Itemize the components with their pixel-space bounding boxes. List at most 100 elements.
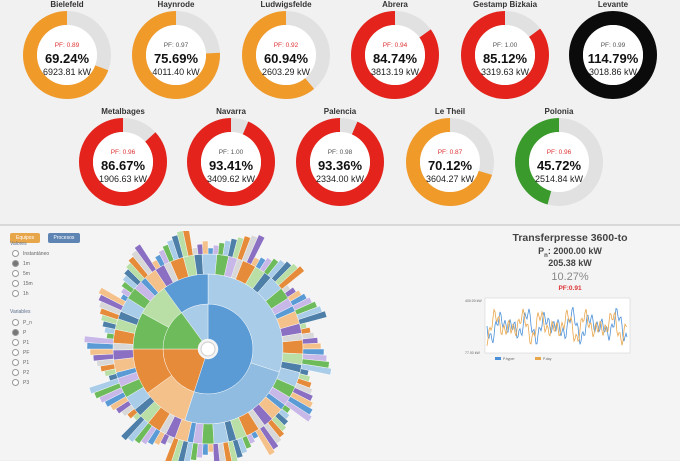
radio-option[interactable]: Instantáneo	[12, 250, 49, 257]
gauge-percent: 93.41%	[208, 158, 254, 173]
gauge-name: Gestamp Bizkaia	[472, 0, 538, 9]
gauge-percent: 114.79%	[587, 51, 639, 66]
gauge-pf: PF: 0.97	[163, 42, 189, 49]
gauge-pf: PF: 0.98	[327, 149, 353, 156]
gauge-pf: PF: 0.89	[54, 42, 80, 49]
gauge-gestamp-bizkaia[interactable]: Gestamp Bizkaia PF: 1.00 85.12% 3319.63 kW	[450, 0, 560, 108]
gauge-center	[365, 25, 425, 85]
gauge-ring	[242, 11, 330, 99]
variables-panel-title: Variables	[10, 309, 31, 315]
gauge-percent: 86.67%	[100, 158, 146, 173]
radio-icon[interactable]	[12, 369, 19, 376]
gauge-ring	[296, 118, 384, 206]
gauge-ring	[351, 11, 439, 99]
gauge-percent: 45.72%	[536, 158, 582, 173]
radio-option[interactable]: 15m	[12, 280, 33, 287]
gauge-percent: 93.36%	[317, 158, 363, 173]
gauge-levante[interactable]: Levante PF: 0.99 114.79% 3018.86 kW	[558, 0, 668, 108]
sunburst-segment	[196, 243, 204, 255]
gauge-center	[420, 132, 480, 192]
radio-icon[interactable]	[12, 349, 19, 356]
gauge-name: Polonia	[544, 107, 574, 116]
gauge-ring	[406, 118, 494, 206]
divider	[0, 224, 680, 226]
gauge-power: 3409.62 kW	[206, 174, 256, 184]
detail-title: Transferpresse 3600-to	[512, 232, 628, 244]
radio-label: 15m	[23, 280, 33, 287]
gauge-percent: 60.94%	[263, 51, 309, 66]
power-trend-chart[interactable]: 400.00 kW 77.00 kW P.hyper P.day	[465, 296, 635, 366]
nominal-power: Pn: 2000.00 kW	[538, 246, 602, 259]
gauge-palencia[interactable]: Palencia PF: 0.98 93.36% 2334.00 kW	[285, 107, 395, 215]
gauge-abrera[interactable]: Abrera PF: 0.94 84.74% 3813.19 kW	[340, 0, 450, 108]
y-max-label: 400.00 kW	[465, 299, 482, 303]
radio-icon[interactable]	[12, 379, 19, 386]
load-percent: 10.27%	[551, 271, 589, 283]
gauge-name: Navarra	[216, 107, 246, 116]
gauge-name: Le Theil	[434, 107, 466, 116]
gauge-percent: 69.24%	[44, 51, 90, 66]
radio-option[interactable]: 1m	[12, 260, 30, 267]
gauge-le-theil[interactable]: Le Theil PF: 0.87 70.12% 3604.27 kW	[395, 107, 505, 215]
radio-option[interactable]: P	[12, 329, 26, 336]
radio-icon[interactable]	[12, 329, 19, 336]
gauge-navarra[interactable]: Navarra PF: 1.00 93.41% 3409.62 kW	[176, 107, 286, 215]
radio-option[interactable]: P1	[12, 339, 29, 346]
gauge-center	[201, 132, 261, 192]
radio-icon[interactable]	[12, 319, 19, 326]
legend-label: P.hyper	[503, 357, 515, 361]
gauge-fill	[132, 11, 220, 99]
gauge-pf: PF: 1.00	[218, 149, 244, 156]
radio-option[interactable]: P_n	[12, 319, 32, 326]
gauge-center	[146, 25, 206, 85]
radio-icon[interactable]	[12, 280, 19, 287]
tab-equipos[interactable]: Equipos	[10, 233, 41, 243]
radio-icon[interactable]	[12, 290, 19, 297]
gauge-ludwigsfelde[interactable]: Ludwigsfelde PF: 0.92 60.94% 2603.29 kW	[231, 0, 341, 108]
radio-option[interactable]: P1	[12, 359, 29, 366]
gauge-metalbages[interactable]: Metalbages PF: 0.96 86.67% 1906.63 kW	[68, 107, 178, 215]
gauge-haynrode[interactable]: Haynrode PF: 0.97 75.69% 4011.40 kW	[121, 0, 231, 108]
radio-icon[interactable]	[12, 250, 19, 257]
radio-label: P3	[23, 379, 30, 386]
radio-option[interactable]: 1h	[12, 290, 29, 297]
gauge-pf: PF: 0.99	[600, 42, 626, 49]
radio-option[interactable]: P2	[12, 369, 29, 376]
gauge-center	[37, 25, 97, 85]
radio-icon[interactable]	[12, 270, 19, 277]
gauge-power: 2514.84 kW	[534, 174, 584, 184]
gauge-center	[529, 132, 589, 192]
gauge-power: 3018.86 kW	[588, 67, 638, 77]
gauge-bielefeld[interactable]: Bielefeld PF: 0.89 69.24% 6923.81 kW	[12, 0, 122, 108]
gauge-fill	[569, 11, 657, 99]
radio-option[interactable]: PF	[12, 349, 29, 356]
radio-label: P1	[23, 359, 30, 366]
radio-option[interactable]: 5m	[12, 270, 30, 277]
gauge-polonia[interactable]: Polonia PF: 0.96 45.72% 2514.84 kW	[504, 107, 614, 215]
sunburst-chart[interactable]	[80, 231, 340, 461]
gauge-power: 6923.81 kW	[42, 67, 92, 77]
gauge-ring	[79, 118, 167, 206]
gauge-power: 2334.00 kW	[315, 174, 365, 184]
sunburst-segment	[201, 253, 218, 275]
sunburst-segment	[282, 339, 304, 355]
gauge-center	[583, 25, 643, 85]
sunburst-segment	[202, 443, 209, 456]
radio-icon[interactable]	[12, 260, 19, 267]
radio-label: Instantáneo	[23, 250, 50, 257]
gauges-panel: Bielefeld PF: 0.89 69.24% 6923.81 kW Haynrod…	[0, 0, 680, 224]
radio-label: P1	[23, 339, 30, 346]
radio-icon[interactable]	[12, 359, 19, 366]
radio-label: P	[23, 329, 27, 336]
radio-icon[interactable]	[12, 339, 19, 346]
radio-option[interactable]: P3	[12, 379, 29, 386]
radio-label: 1h	[23, 290, 29, 297]
sunburst-segment	[191, 247, 199, 256]
gauge-ring	[515, 118, 603, 206]
gauge-power: 3813.19 kW	[370, 67, 420, 77]
legend-swatch	[535, 357, 541, 360]
gauge-power: 3319.63 kW	[480, 67, 530, 77]
tab-procesos[interactable]: Procesos	[47, 233, 81, 243]
gauge-name: Haynrode	[157, 0, 195, 9]
gauge-ring	[461, 11, 549, 99]
